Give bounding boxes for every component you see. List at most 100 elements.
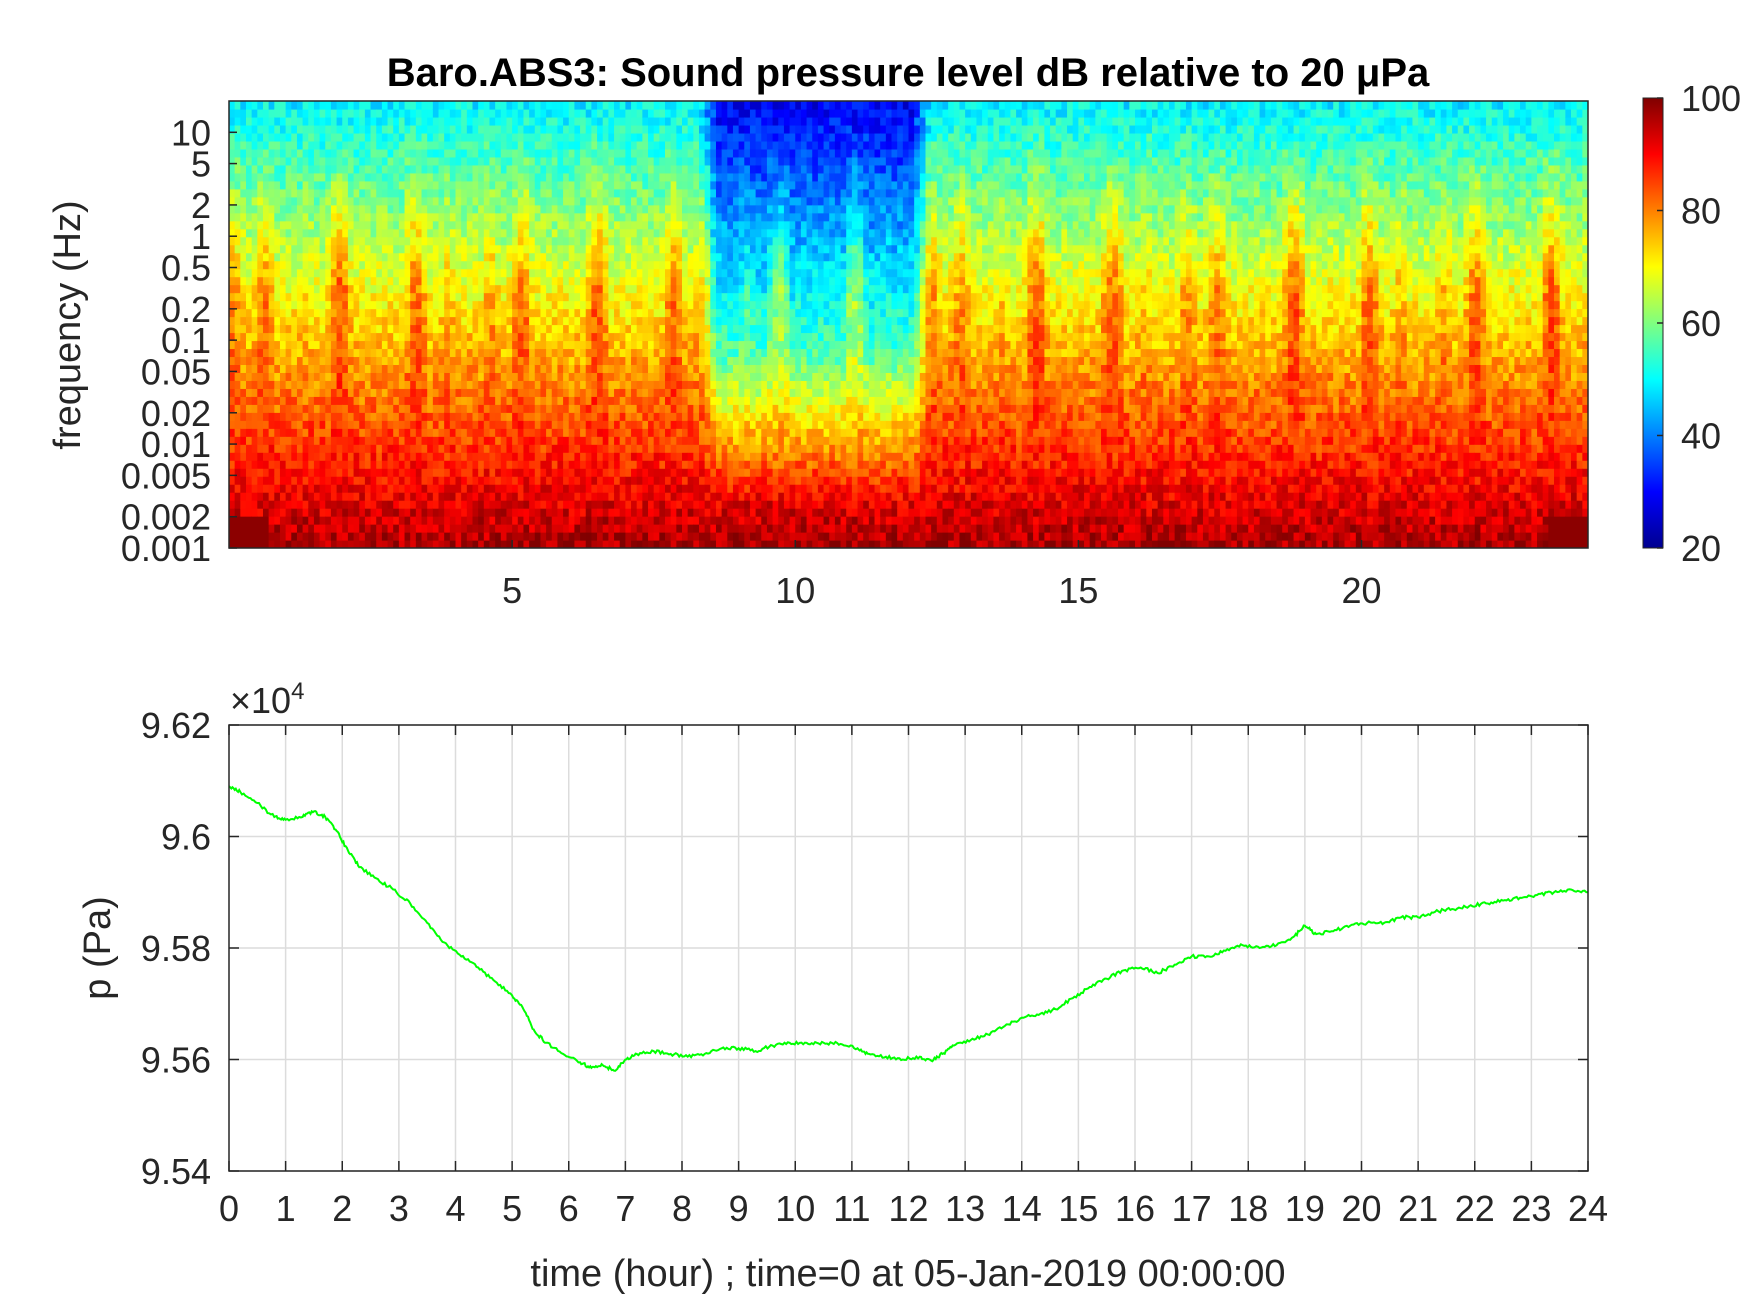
heatmap-cell bbox=[330, 132, 338, 142]
heatmap-cell bbox=[512, 524, 519, 533]
heatmap-cell bbox=[693, 516, 700, 525]
heatmap-cell bbox=[670, 268, 677, 278]
heatmap-cell bbox=[523, 300, 530, 310]
heatmap-cell bbox=[274, 228, 281, 238]
heatmap-cell bbox=[229, 404, 236, 413]
heatmap-cell bbox=[597, 324, 604, 334]
heatmap-cell bbox=[398, 332, 406, 342]
heatmap-cell bbox=[347, 228, 355, 238]
heatmap-cell bbox=[534, 108, 542, 118]
heatmap-cell bbox=[483, 124, 491, 134]
heatmap-cell bbox=[302, 412, 309, 421]
heatmap-cell bbox=[342, 316, 349, 326]
heatmap-cell bbox=[240, 148, 247, 158]
heatmap-cell bbox=[319, 540, 326, 548]
heatmap-cell bbox=[251, 476, 258, 485]
heatmap-cell bbox=[682, 316, 689, 326]
heatmap-cell bbox=[534, 380, 542, 389]
heatmap-cell bbox=[455, 468, 462, 477]
heatmap-cell bbox=[274, 412, 281, 421]
heatmap-cell bbox=[636, 316, 643, 326]
heatmap-cell bbox=[376, 324, 383, 334]
heatmap-cell bbox=[642, 428, 649, 437]
heatmap-cell bbox=[432, 316, 440, 326]
heatmap-cell bbox=[540, 500, 547, 509]
heatmap-cell bbox=[268, 468, 275, 477]
heatmap-cell bbox=[665, 268, 672, 278]
heatmap-cell bbox=[676, 428, 683, 437]
heatmap-cell bbox=[727, 324, 734, 334]
heatmap-cell bbox=[285, 276, 292, 286]
heatmap-cell bbox=[619, 500, 626, 509]
heatmap-cell bbox=[251, 532, 258, 541]
heatmap-cell bbox=[517, 276, 525, 286]
heatmap-cell bbox=[262, 540, 270, 548]
heatmap-cell bbox=[653, 196, 660, 206]
heatmap-cell bbox=[495, 132, 502, 142]
heatmap-cell bbox=[308, 220, 315, 230]
heatmap-cell bbox=[245, 156, 253, 166]
heatmap-cell bbox=[483, 484, 491, 493]
heatmap-cell bbox=[262, 444, 270, 453]
heatmap-cell bbox=[489, 532, 496, 541]
heatmap-cell bbox=[715, 172, 723, 182]
heatmap-cell bbox=[393, 308, 400, 318]
heatmap-cell bbox=[676, 484, 683, 493]
heatmap-cell bbox=[727, 452, 734, 461]
heatmap-cell bbox=[500, 276, 508, 286]
heatmap-cell bbox=[631, 124, 638, 134]
heatmap-cell bbox=[636, 196, 643, 206]
heatmap-cell bbox=[602, 324, 609, 334]
heatmap-cell bbox=[715, 212, 723, 222]
heatmap-cell bbox=[449, 148, 457, 158]
heatmap-cell bbox=[274, 476, 281, 485]
heatmap-cell bbox=[625, 300, 632, 310]
heatmap-cell bbox=[421, 308, 428, 318]
heatmap-cell bbox=[291, 380, 298, 389]
heatmap-cell bbox=[234, 308, 241, 318]
heatmap-cell bbox=[597, 428, 604, 437]
heatmap-cell bbox=[529, 101, 536, 110]
heatmap-cell bbox=[313, 476, 321, 485]
heatmap-cell bbox=[500, 428, 508, 437]
heatmap-cell bbox=[715, 532, 723, 541]
heatmap-cell bbox=[500, 308, 508, 318]
heatmap-cell bbox=[302, 460, 309, 469]
heatmap-cell bbox=[710, 156, 717, 166]
heatmap-cell bbox=[279, 532, 287, 541]
heatmap-cell bbox=[517, 236, 525, 246]
heatmap-cell bbox=[251, 396, 258, 405]
heatmap-cell bbox=[495, 276, 502, 286]
heatmap-cell bbox=[495, 492, 502, 501]
heatmap-cell bbox=[319, 228, 326, 238]
heatmap-cell bbox=[370, 476, 377, 485]
heatmap-cell bbox=[410, 532, 417, 541]
heatmap-cell bbox=[619, 396, 626, 405]
heatmap-cell bbox=[591, 340, 598, 350]
heatmap-cell bbox=[608, 140, 615, 150]
heatmap-cell bbox=[546, 364, 553, 373]
heatmap-cell bbox=[438, 532, 445, 541]
heatmap-cell bbox=[540, 188, 547, 198]
heatmap-cell bbox=[534, 284, 542, 294]
heatmap-cell bbox=[296, 396, 304, 405]
heatmap-cell bbox=[381, 500, 389, 509]
heatmap-cell bbox=[336, 372, 343, 381]
heatmap-cell bbox=[534, 188, 542, 198]
heatmap-cell bbox=[557, 460, 564, 469]
heatmap-cell bbox=[483, 500, 491, 509]
heatmap-cell bbox=[319, 300, 326, 310]
heatmap-cell bbox=[427, 284, 434, 294]
heatmap-cell bbox=[495, 156, 502, 166]
heatmap-cell bbox=[449, 380, 457, 389]
heatmap-cell bbox=[483, 348, 491, 358]
heatmap-cell bbox=[404, 244, 411, 254]
heatmap-cell bbox=[653, 492, 660, 501]
heatmap-cell bbox=[449, 404, 457, 413]
heatmap-cell bbox=[580, 148, 587, 158]
heatmap-cell bbox=[330, 324, 338, 334]
heatmap-cell bbox=[410, 236, 417, 246]
heatmap-cell bbox=[529, 244, 536, 254]
heatmap-cell bbox=[670, 364, 677, 373]
heatmap-cell bbox=[693, 101, 700, 110]
